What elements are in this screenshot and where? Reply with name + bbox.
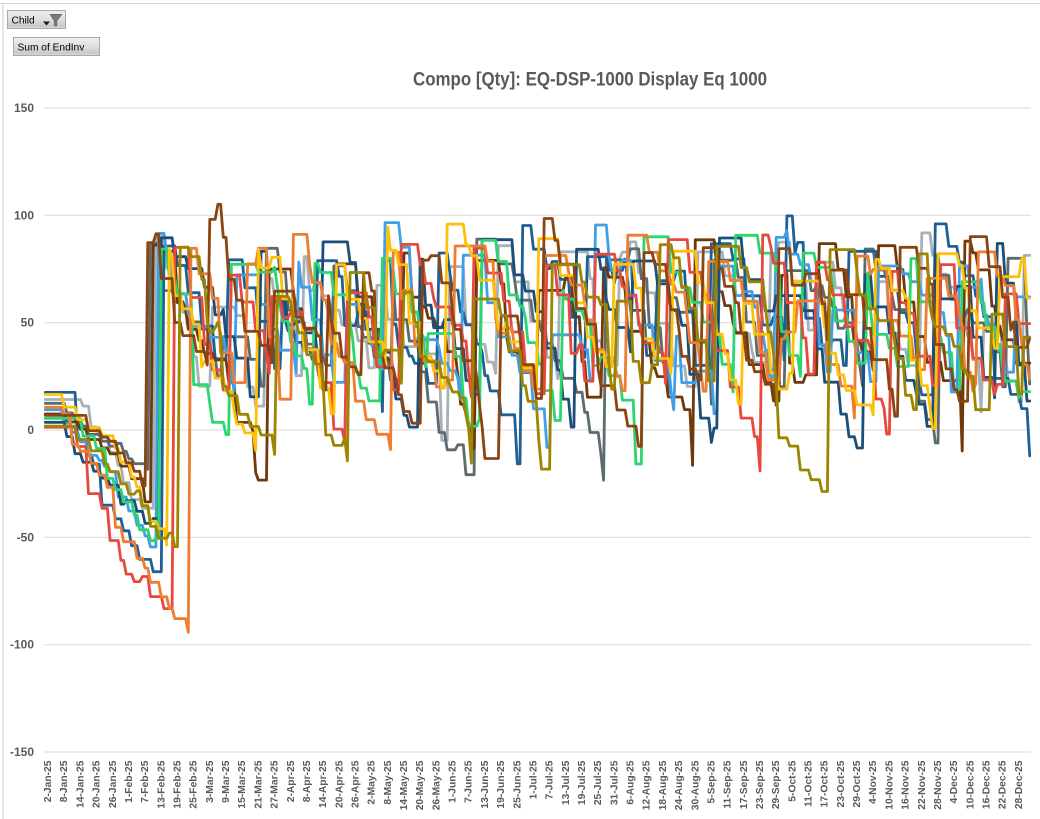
svg-text:4-Nov-25: 4-Nov-25 xyxy=(868,760,879,804)
svg-text:16-Nov-25: 16-Nov-25 xyxy=(901,760,912,809)
svg-text:29-Sep-25: 29-Sep-25 xyxy=(771,760,782,809)
svg-text:11-Oct-25: 11-Oct-25 xyxy=(804,760,815,807)
svg-text:20-Apr-25: 20-Apr-25 xyxy=(334,760,345,808)
svg-text:2-May-25: 2-May-25 xyxy=(367,760,378,804)
svg-text:19-Jul-25: 19-Jul-25 xyxy=(577,760,588,805)
svg-text:16-Dec-25: 16-Dec-25 xyxy=(982,760,993,809)
svg-text:1-Jul-25: 1-Jul-25 xyxy=(529,760,540,799)
svg-text:13-Jul-25: 13-Jul-25 xyxy=(561,760,572,805)
svg-text:24-Aug-25: 24-Aug-25 xyxy=(674,760,685,810)
svg-text:8-Apr-25: 8-Apr-25 xyxy=(302,760,313,802)
svg-text:13-Jun-25: 13-Jun-25 xyxy=(480,760,491,808)
svg-text:0: 0 xyxy=(27,423,34,437)
svg-text:28-Dec-25: 28-Dec-25 xyxy=(1014,760,1025,809)
svg-text:5-Sep-25: 5-Sep-25 xyxy=(706,760,717,803)
svg-text:17-Oct-25: 17-Oct-25 xyxy=(820,760,831,807)
svg-text:8-Jan-25: 8-Jan-25 xyxy=(59,760,70,802)
svg-text:19-Feb-25: 19-Feb-25 xyxy=(173,760,184,808)
svg-text:10-Dec-25: 10-Dec-25 xyxy=(965,760,976,809)
svg-text:19-Jun-25: 19-Jun-25 xyxy=(496,760,507,808)
svg-text:31-Jul-25: 31-Jul-25 xyxy=(609,760,620,805)
svg-text:23-Oct-25: 23-Oct-25 xyxy=(836,760,847,807)
svg-text:25-Jun-25: 25-Jun-25 xyxy=(512,760,523,808)
svg-text:23-Sep-25: 23-Sep-25 xyxy=(755,760,766,809)
svg-text:29-Oct-25: 29-Oct-25 xyxy=(852,760,863,807)
svg-text:-150: -150 xyxy=(10,745,34,759)
svg-text:28-Nov-25: 28-Nov-25 xyxy=(933,760,944,809)
svg-text:25-Feb-25: 25-Feb-25 xyxy=(189,760,200,808)
svg-text:30-Aug-25: 30-Aug-25 xyxy=(690,760,701,810)
svg-text:15-Mar-25: 15-Mar-25 xyxy=(237,760,248,808)
svg-text:7-Jul-25: 7-Jul-25 xyxy=(545,760,556,799)
svg-text:150: 150 xyxy=(14,101,34,115)
svg-text:26-Jan-25: 26-Jan-25 xyxy=(108,760,119,808)
svg-text:14-Jan-25: 14-Jan-25 xyxy=(75,760,86,808)
svg-text:Child: Child xyxy=(12,16,36,27)
svg-text:22-Nov-25: 22-Nov-25 xyxy=(917,760,928,809)
svg-text:20-Jan-25: 20-Jan-25 xyxy=(92,760,103,808)
svg-text:2-Jan-25: 2-Jan-25 xyxy=(43,760,54,802)
svg-text:14-May-25: 14-May-25 xyxy=(399,760,410,810)
svg-text:3-Mar-25: 3-Mar-25 xyxy=(205,760,216,803)
svg-text:2-Apr-25: 2-Apr-25 xyxy=(286,760,297,802)
svg-text:26-Apr-25: 26-Apr-25 xyxy=(351,760,362,808)
svg-text:5-Oct-25: 5-Oct-25 xyxy=(787,760,798,801)
svg-text:-100: -100 xyxy=(10,638,34,652)
svg-text:10-Nov-25: 10-Nov-25 xyxy=(884,760,895,809)
svg-text:6-Aug-25: 6-Aug-25 xyxy=(626,760,637,804)
svg-text:18-Aug-25: 18-Aug-25 xyxy=(658,760,669,810)
svg-text:14-Apr-25: 14-Apr-25 xyxy=(318,760,329,808)
svg-text:26-May-25: 26-May-25 xyxy=(431,760,442,810)
svg-text:8-May-25: 8-May-25 xyxy=(383,760,394,804)
svg-text:100: 100 xyxy=(14,208,34,222)
svg-text:1-Jun-25: 1-Jun-25 xyxy=(448,760,459,803)
svg-text:1-Feb-25: 1-Feb-25 xyxy=(124,760,135,803)
svg-text:-50: -50 xyxy=(17,530,35,544)
svg-text:7-Feb-25: 7-Feb-25 xyxy=(140,760,151,803)
svg-text:27-Mar-25: 27-Mar-25 xyxy=(270,760,281,808)
svg-text:21-Mar-25: 21-Mar-25 xyxy=(253,760,264,808)
svg-text:11-Sep-25: 11-Sep-25 xyxy=(723,760,734,808)
svg-text:9-Mar-25: 9-Mar-25 xyxy=(221,760,232,803)
svg-text:Compo [Qty]: EQ-DSP-1000 Displ: Compo [Qty]: EQ-DSP-1000 Display Eq 1000 xyxy=(413,70,767,91)
svg-text:13-Feb-25: 13-Feb-25 xyxy=(156,760,167,808)
svg-text:22-Dec-25: 22-Dec-25 xyxy=(998,760,1009,809)
svg-text:7-Jun-25: 7-Jun-25 xyxy=(464,760,475,803)
svg-text:50: 50 xyxy=(21,316,35,330)
svg-text:4-Dec-25: 4-Dec-25 xyxy=(949,760,960,803)
svg-text:17-Sep-25: 17-Sep-25 xyxy=(739,760,750,809)
svg-text:20-May-25: 20-May-25 xyxy=(415,760,426,810)
svg-text:25-Jul-25: 25-Jul-25 xyxy=(593,760,604,805)
svg-text:Sum of EndInv: Sum of EndInv xyxy=(18,43,86,54)
svg-text:12-Aug-25: 12-Aug-25 xyxy=(642,760,653,810)
